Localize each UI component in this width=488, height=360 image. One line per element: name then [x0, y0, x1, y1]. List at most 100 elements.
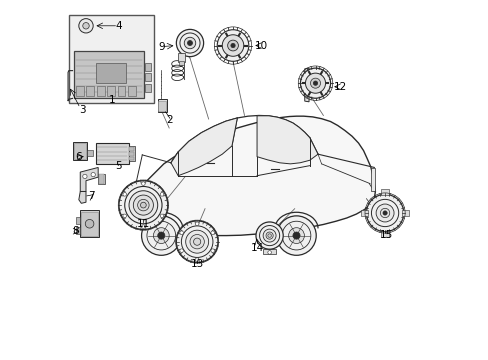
- Text: 4: 4: [115, 21, 122, 31]
- Circle shape: [210, 249, 214, 252]
- Bar: [144, 73, 151, 81]
- Bar: [144, 63, 151, 71]
- Text: 15: 15: [379, 230, 392, 239]
- Bar: [129, 147, 134, 151]
- Circle shape: [366, 194, 403, 231]
- Circle shape: [190, 234, 204, 249]
- Circle shape: [180, 231, 183, 234]
- Polygon shape: [131, 116, 375, 235]
- Bar: [158, 101, 165, 111]
- Polygon shape: [171, 118, 237, 176]
- Circle shape: [142, 182, 145, 185]
- Bar: [144, 84, 151, 92]
- Circle shape: [122, 214, 126, 218]
- Bar: [263, 249, 276, 254]
- Polygon shape: [304, 68, 322, 102]
- Circle shape: [142, 216, 181, 255]
- Bar: [128, 146, 135, 161]
- Bar: [178, 53, 184, 62]
- Bar: [381, 189, 388, 195]
- Circle shape: [288, 228, 304, 243]
- Bar: [74, 51, 144, 98]
- Circle shape: [255, 222, 283, 249]
- Circle shape: [263, 229, 276, 242]
- Circle shape: [222, 35, 244, 56]
- Circle shape: [91, 172, 95, 177]
- Circle shape: [265, 232, 273, 239]
- Bar: [99, 174, 104, 184]
- Circle shape: [382, 211, 386, 215]
- Polygon shape: [80, 167, 98, 192]
- Text: 13: 13: [190, 259, 203, 269]
- Polygon shape: [79, 192, 86, 203]
- Bar: [129, 157, 134, 160]
- Circle shape: [195, 222, 199, 226]
- Text: 9: 9: [158, 42, 164, 51]
- Bar: [117, 86, 125, 96]
- Circle shape: [210, 231, 214, 234]
- Bar: [96, 143, 128, 164]
- Circle shape: [79, 19, 93, 33]
- Bar: [80, 211, 99, 237]
- Bar: [370, 168, 374, 192]
- Circle shape: [85, 220, 94, 228]
- Circle shape: [137, 199, 149, 211]
- Bar: [360, 210, 367, 216]
- Bar: [179, 61, 183, 65]
- Bar: [129, 152, 134, 156]
- Circle shape: [304, 93, 308, 97]
- Bar: [86, 86, 94, 96]
- Bar: [81, 212, 98, 236]
- Bar: [73, 141, 87, 160]
- Circle shape: [230, 43, 235, 48]
- Circle shape: [193, 238, 201, 245]
- Circle shape: [267, 251, 271, 254]
- Circle shape: [140, 202, 146, 208]
- Text: 5: 5: [115, 161, 122, 171]
- Text: 6: 6: [75, 152, 82, 162]
- Bar: [97, 86, 104, 96]
- Polygon shape: [257, 116, 317, 164]
- Bar: [381, 231, 388, 237]
- Bar: [402, 210, 408, 216]
- Text: 2: 2: [166, 115, 173, 125]
- Text: 7: 7: [87, 191, 94, 201]
- Circle shape: [133, 195, 153, 215]
- Circle shape: [184, 37, 195, 49]
- Text: 12: 12: [333, 82, 346, 92]
- Circle shape: [153, 228, 169, 243]
- Circle shape: [119, 181, 167, 229]
- Circle shape: [380, 208, 389, 218]
- Circle shape: [82, 174, 87, 179]
- Bar: [98, 174, 104, 184]
- Circle shape: [176, 221, 218, 262]
- Bar: [69, 15, 153, 103]
- Circle shape: [195, 258, 199, 261]
- Bar: [128, 86, 136, 96]
- Circle shape: [217, 30, 248, 61]
- Bar: [74, 143, 86, 159]
- Bar: [87, 150, 93, 156]
- Circle shape: [142, 225, 145, 228]
- Circle shape: [180, 249, 183, 252]
- Circle shape: [313, 81, 317, 85]
- Bar: [107, 86, 115, 96]
- Circle shape: [300, 68, 330, 98]
- Bar: [76, 227, 80, 234]
- Circle shape: [176, 30, 203, 57]
- Text: 3: 3: [79, 105, 85, 115]
- Bar: [76, 217, 80, 224]
- Circle shape: [267, 234, 271, 237]
- Circle shape: [82, 23, 89, 29]
- Circle shape: [310, 78, 320, 88]
- Text: 14: 14: [250, 243, 263, 253]
- Circle shape: [187, 41, 192, 45]
- Text: 1: 1: [108, 95, 115, 105]
- Circle shape: [129, 191, 158, 220]
- Circle shape: [292, 232, 300, 239]
- Circle shape: [227, 40, 238, 51]
- Bar: [158, 99, 166, 112]
- Circle shape: [375, 204, 393, 222]
- Circle shape: [122, 193, 126, 196]
- Circle shape: [305, 73, 325, 93]
